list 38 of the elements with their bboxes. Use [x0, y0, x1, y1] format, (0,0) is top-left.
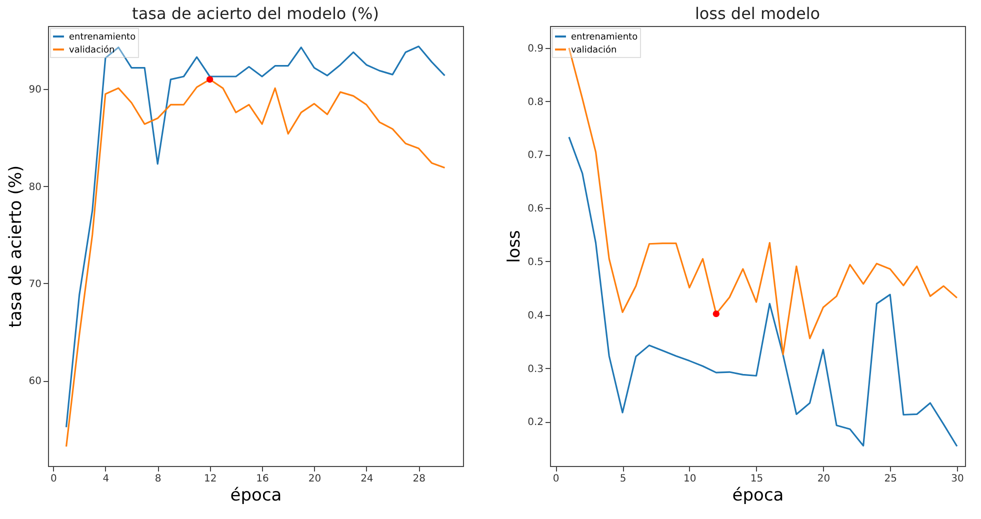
y-tick-label: 0.8 [528, 96, 544, 108]
chart-title: loss del modelo [694, 4, 820, 23]
y-axis-title: loss [504, 230, 525, 263]
legend-label: entrenamiento [69, 32, 136, 42]
chart-title: tasa de acierto del modelo (%) [132, 4, 379, 23]
y-tick-label: 60 [28, 376, 42, 388]
y-tick-label: 0.5 [528, 256, 544, 268]
x-tick-label: 16 [256, 474, 269, 484]
x-tick-label: 0 [552, 474, 560, 484]
x-tick-label: 5 [620, 474, 626, 484]
legend-label: validación [571, 44, 617, 56]
x-tick-label: 25 [884, 474, 897, 484]
x-tick-label: 0 [50, 474, 57, 484]
line-series [568, 136, 958, 448]
y-tick-label: 0.9 [528, 43, 544, 54]
x-tick-label: 30 [951, 474, 964, 484]
x-tick-label: 24 [360, 474, 374, 484]
x-axis-title: época [732, 486, 784, 506]
y-tick-label: 70 [28, 278, 42, 290]
x-tick-label: 20 [308, 474, 322, 484]
y-tick-label: 0.3 [528, 364, 544, 375]
x-tick-label: 20 [817, 474, 830, 484]
y-tick-label: 90 [28, 84, 42, 96]
x-tick-label: 4 [102, 474, 110, 484]
legend-label: entrenamiento [571, 32, 638, 42]
y-tick-label: 0.2 [528, 417, 544, 428]
y-tick-label: 0.7 [528, 150, 544, 162]
y-tick-label: 80 [28, 182, 42, 193]
y-tick-label: 0.6 [528, 204, 544, 215]
x-tick-label: 12 [204, 474, 217, 484]
y-tick-label: 0.4 [528, 310, 544, 322]
x-axis-title: época [230, 486, 282, 506]
x-tick-label: 28 [412, 474, 426, 484]
legend-label: validación [69, 44, 115, 56]
x-tick-label: 10 [684, 474, 696, 484]
x-tick-label: 15 [750, 474, 764, 484]
y-axis-title: tasa de acierto (%) [6, 165, 26, 328]
x-tick-label: 8 [154, 474, 162, 484]
